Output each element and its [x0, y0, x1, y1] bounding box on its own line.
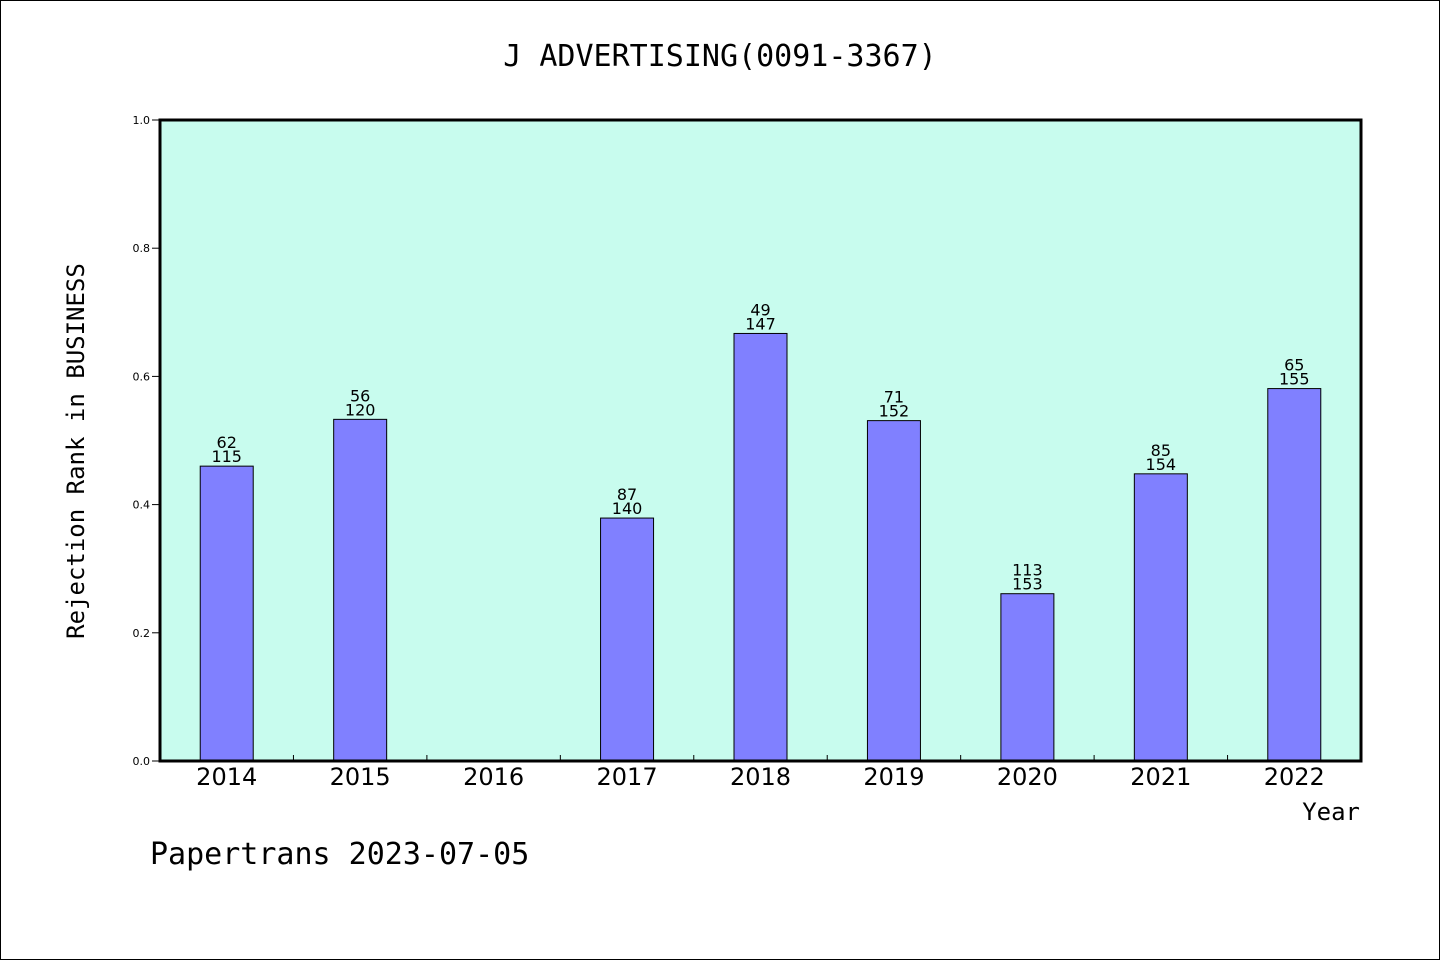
- bar: [333, 418, 388, 762]
- x-tick-label: 2017: [597, 763, 658, 791]
- x-axis-ticks: 2014 2015 2016 2017 2018 2019 2020 2021 2022: [196, 755, 1325, 791]
- bar-label-total: 155: [1279, 370, 1310, 389]
- bar: [1133, 473, 1188, 762]
- y-tick-label: 0.8: [133, 242, 151, 255]
- bar: [733, 332, 788, 762]
- bar-label-rank: 85: [1151, 441, 1171, 460]
- bar-label-total: 153: [1012, 575, 1043, 594]
- x-tick-label: 2018: [730, 763, 791, 791]
- x-tick-label: 2022: [1264, 763, 1325, 791]
- bar: [600, 517, 655, 762]
- bar-label-rank: 56: [350, 386, 370, 405]
- plot-border: [158, 118, 1363, 763]
- x-tick-label: 2014: [196, 763, 257, 791]
- bar-label-total: 154: [1146, 455, 1177, 474]
- y-axis-ticks: 0.0 0.2 0.4 0.6 0.8 1.0: [133, 114, 160, 768]
- bar-label-total: 140: [612, 499, 643, 518]
- footer-credit: Papertrans 2023-07-05: [150, 837, 529, 872]
- bar: [199, 465, 254, 762]
- y-axis-label: Rejection Rank in BUSINESS: [62, 263, 90, 639]
- y-tick-label: 0.4: [133, 499, 151, 512]
- x-tick-label: 2019: [863, 763, 924, 791]
- y-tick-label: 1.0: [133, 114, 151, 127]
- x-tick-label: 2015: [330, 763, 391, 791]
- bars: [199, 332, 1322, 762]
- x-tick-label: 2020: [997, 763, 1058, 791]
- x-tick-label: 2016: [463, 763, 524, 791]
- bar-label-total: 147: [745, 314, 776, 333]
- bar-label-rank: 87: [617, 485, 637, 504]
- bar: [866, 420, 921, 762]
- bar-label-total: 115: [211, 447, 242, 466]
- bar-label-rank: 71: [884, 388, 904, 407]
- y-tick-label: 0.2: [133, 627, 151, 640]
- x-axis-label: Year: [1302, 798, 1360, 826]
- bar-label-rank: 113: [1012, 561, 1043, 580]
- bar-label-rank: 62: [217, 433, 237, 452]
- x-tick-label: 2021: [1130, 763, 1191, 791]
- bar-label-rank: 65: [1284, 356, 1304, 375]
- bar-label-total: 152: [879, 402, 910, 421]
- bar: [1000, 593, 1055, 762]
- bar-label-total: 120: [345, 400, 376, 419]
- chart-title: J ADVERTISING(0091-3367): [503, 39, 936, 74]
- y-tick-label: 0.6: [133, 370, 151, 383]
- y-tick-label: 0.0: [133, 755, 151, 768]
- bar-label-rank: 49: [750, 300, 770, 319]
- bar: [1267, 388, 1322, 762]
